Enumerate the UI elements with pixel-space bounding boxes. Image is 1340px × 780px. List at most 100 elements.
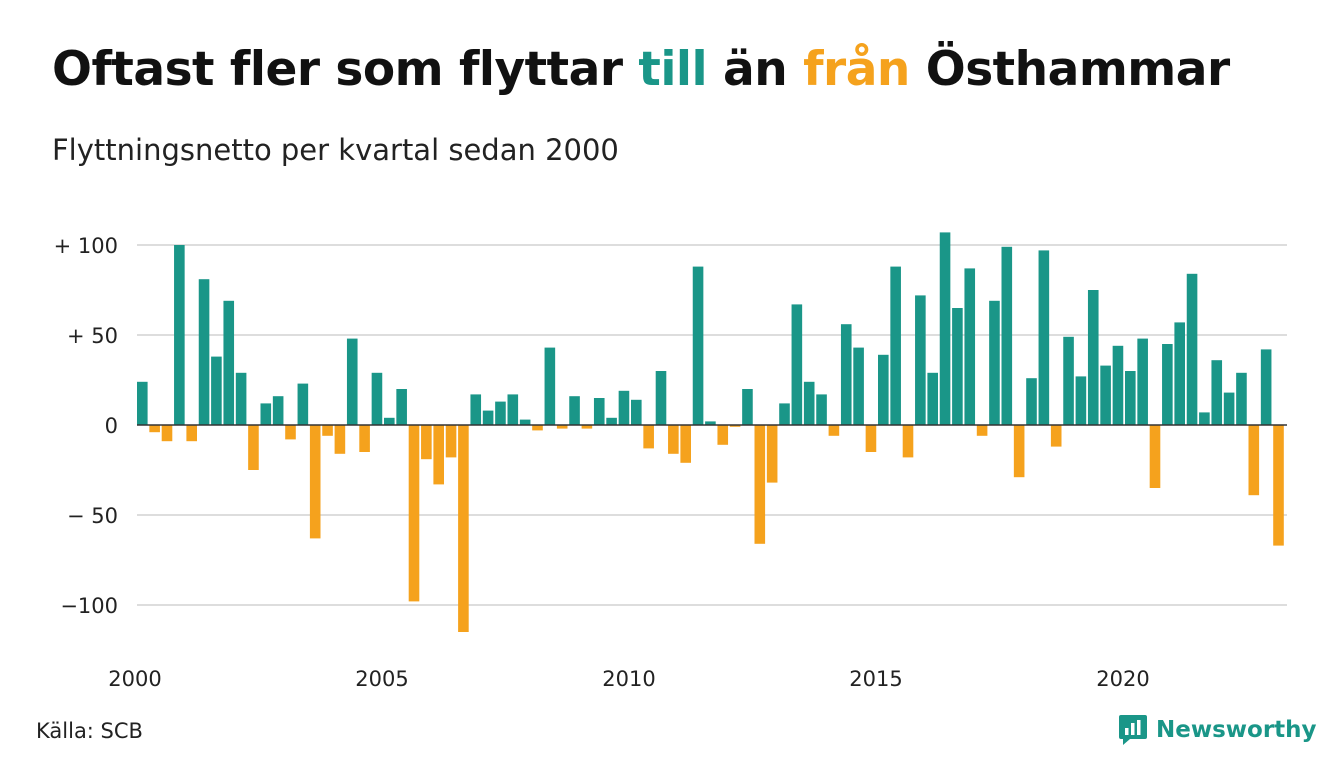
source-note: Källa: SCB — [36, 719, 143, 743]
y-axis-ticks: + 100 + 50 0 − 50 −100 — [54, 234, 118, 618]
bar-40 — [631, 399, 642, 425]
bar-7 — [223, 300, 235, 425]
bar-13 — [297, 383, 309, 425]
bar-64 — [927, 372, 938, 425]
bar-58 — [853, 347, 864, 425]
bar-14 — [309, 425, 321, 539]
bar-76 — [1075, 376, 1087, 425]
bar-27 — [470, 394, 482, 425]
bar-15 — [322, 425, 333, 436]
bar-52 — [779, 403, 790, 425]
bar-83 — [1162, 344, 1173, 425]
bar-4 — [186, 425, 197, 442]
bar-36 — [581, 425, 593, 429]
bar-92 — [1273, 425, 1284, 546]
bar-25 — [445, 425, 457, 458]
bar-48 — [729, 425, 741, 427]
bar-69 — [989, 300, 1000, 425]
bar-42 — [655, 371, 667, 425]
bar-56 — [828, 425, 840, 436]
x-tick-label-1: 2005 — [355, 667, 408, 691]
bar-34 — [556, 425, 568, 429]
bar-88 — [1223, 392, 1235, 425]
bar-43 — [668, 425, 679, 454]
bar-1 — [149, 425, 160, 433]
bar-62 — [902, 425, 914, 458]
bar-20 — [384, 417, 395, 425]
bar-79 — [1112, 345, 1124, 425]
bar-61 — [890, 266, 901, 425]
bar-80 — [1125, 371, 1136, 425]
bar-16 — [334, 425, 346, 454]
bar-0 — [137, 381, 148, 425]
title-part-1: Oftast fler som flyttar — [52, 42, 639, 97]
newsworthy-logo-icon — [1119, 715, 1147, 745]
bar-74 — [1050, 425, 1062, 447]
chart-title: Oftast fler som flyttar till än från Öst… — [52, 42, 1230, 97]
bar-31 — [519, 419, 531, 425]
title-word-till: till — [638, 42, 708, 97]
bar-30 — [507, 394, 519, 425]
bar-81 — [1137, 338, 1148, 425]
bar-5 — [198, 279, 210, 425]
bar-22 — [408, 425, 420, 602]
bar-72 — [1026, 378, 1037, 425]
bar-60 — [878, 354, 889, 425]
y-tick-label-1: + 50 — [67, 324, 118, 348]
bar-91 — [1260, 349, 1272, 425]
x-tick-label-2: 2010 — [602, 667, 655, 691]
bar-28 — [482, 410, 494, 425]
bar-44 — [680, 425, 691, 463]
title-word-fran: från — [803, 42, 910, 97]
bar-50 — [754, 425, 766, 544]
bar-29 — [495, 401, 506, 425]
bar-8 — [235, 372, 247, 425]
bar-57 — [840, 324, 852, 425]
bar-2 — [161, 425, 173, 442]
y-tick-label-0: + 100 — [54, 234, 118, 258]
newsworthy-logo: Newsworthy — [1118, 713, 1317, 747]
bar-59 — [865, 425, 877, 452]
grid-lines — [137, 244, 1287, 606]
bar-19 — [371, 372, 383, 425]
y-tick-label-4: −100 — [60, 594, 118, 618]
title-part-2: än — [707, 42, 804, 97]
bar-24 — [433, 425, 444, 485]
bar-chart: + 100 + 50 0 − 50 −100 2000 2005 2010 2015 2020 — [54, 232, 1287, 691]
title-part-3: Östhammar — [909, 42, 1230, 97]
bar-66 — [952, 308, 963, 425]
bar-17 — [346, 338, 358, 425]
bar-38 — [606, 417, 617, 425]
bar-86 — [1199, 412, 1210, 425]
bar-37 — [593, 398, 605, 425]
bar-39 — [618, 390, 630, 425]
bar-65 — [939, 232, 951, 425]
bar-33 — [544, 347, 556, 425]
bar-84 — [1174, 322, 1185, 425]
bar-47 — [717, 425, 729, 445]
bar-67 — [964, 268, 976, 425]
bar-90 — [1248, 425, 1260, 496]
bar-41 — [643, 425, 654, 449]
x-tick-label-0: 2000 — [108, 667, 161, 691]
bar-45 — [692, 266, 704, 425]
bar-10 — [260, 403, 272, 425]
bar-85 — [1186, 273, 1198, 425]
y-tick-label-3: − 50 — [67, 504, 118, 528]
x-tick-label-3: 2015 — [849, 667, 902, 691]
bar-6 — [211, 356, 222, 425]
bar-78 — [1100, 365, 1111, 425]
bar-77 — [1087, 290, 1099, 425]
bar-70 — [1001, 246, 1013, 425]
bar-35 — [569, 396, 580, 425]
bar-73 — [1038, 250, 1050, 425]
bar-71 — [1013, 425, 1025, 478]
x-axis-ticks: 2000 2005 2010 2015 2020 — [108, 667, 1149, 691]
bar-23 — [421, 425, 432, 460]
bar-63 — [915, 295, 926, 425]
chart-subtitle: Flyttningsnetto per kvartal sedan 2000 — [52, 133, 619, 167]
bar-55 — [816, 394, 827, 425]
y-tick-label-2: 0 — [105, 414, 118, 438]
bar-21 — [396, 389, 407, 425]
bar-75 — [1063, 336, 1074, 425]
